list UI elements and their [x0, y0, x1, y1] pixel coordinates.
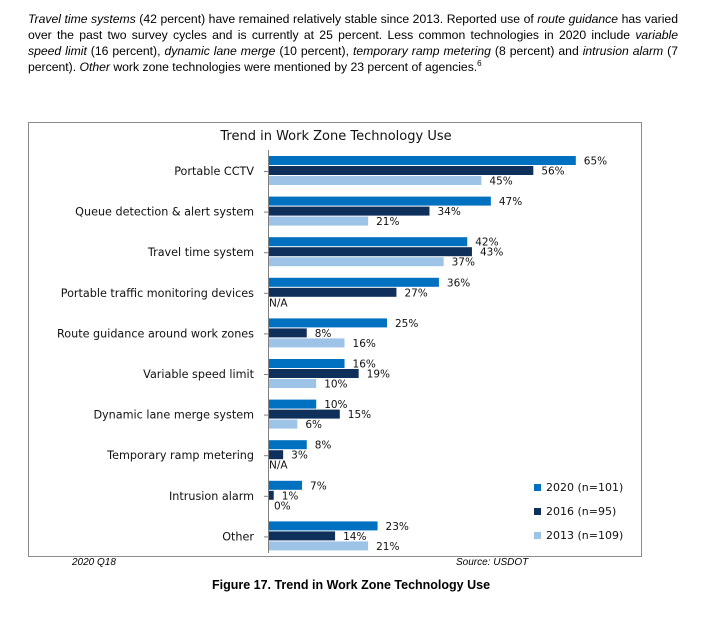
figure-caption: Figure 17. Trend in Work Zone Technology…	[211, 578, 491, 592]
data-label: 19%	[367, 369, 390, 381]
na-label: N/A	[269, 460, 288, 472]
data-label: 27%	[404, 287, 427, 299]
intro-em: Travel time systems	[28, 12, 136, 26]
bar	[269, 450, 284, 460]
bar	[269, 369, 359, 378]
intro-text: (7 percent).	[28, 44, 679, 74]
intro-em: variable speed limit	[28, 28, 678, 58]
bar	[269, 419, 298, 429]
bar	[269, 359, 345, 368]
data-label: 43%	[480, 247, 503, 259]
intro-em: dynamic lane merge	[164, 44, 276, 58]
category-label: Route guidance around work zones	[57, 327, 254, 340]
category-label: Portable traffic monitoring devices	[61, 287, 254, 300]
data-label: 0%	[274, 500, 291, 512]
chart-title: Trend in Work Zone Technology Use	[219, 129, 451, 144]
intro-text: (42 percent) have remained relatively st…	[135, 12, 538, 26]
bar	[269, 206, 430, 216]
bar	[269, 490, 274, 500]
data-label: 37%	[452, 257, 475, 269]
legend-label: 2016 (n=95)	[546, 505, 616, 518]
legend-swatch	[534, 508, 541, 515]
category-label: Variable speed limit	[143, 368, 254, 381]
bar	[269, 480, 303, 490]
bar	[269, 247, 472, 257]
data-label: 3%	[291, 450, 308, 462]
data-label: 10%	[324, 379, 347, 391]
bar	[269, 318, 387, 328]
intro-paragraph: Travel time systems (42 percent) have re…	[28, 11, 678, 75]
bar	[269, 440, 307, 450]
legend-swatch	[534, 532, 541, 539]
source-note: Source: USDOT	[456, 557, 529, 568]
bar	[269, 196, 491, 206]
bar	[269, 287, 397, 297]
na-label: N/A	[269, 297, 288, 309]
bar	[269, 166, 534, 175]
legend-swatch	[534, 484, 541, 491]
bar-chart: Trend in Work Zone Technology Use Portabl…	[57, 129, 623, 553]
bar	[269, 176, 482, 185]
intro-text: (10 percent),	[275, 44, 353, 58]
bar	[269, 409, 340, 419]
question-reference: 2020 Q18	[72, 557, 116, 568]
data-label: 6%	[305, 419, 322, 431]
data-label: 21%	[376, 216, 399, 228]
intro-em: Other	[79, 60, 110, 74]
intro-em: intrusion alarm	[582, 44, 664, 58]
category-label: Queue detection & alert system	[75, 206, 254, 219]
data-label: 47%	[499, 196, 522, 208]
data-label: 8%	[315, 440, 332, 452]
bar	[269, 257, 444, 267]
bar	[269, 521, 378, 531]
data-label: 23%	[386, 521, 409, 533]
intro-text: (8 percent) and	[490, 44, 583, 58]
category-label: Temporary ramp metering	[106, 449, 254, 462]
data-label: 1%	[282, 490, 299, 502]
legend-label: 2013 (n=109)	[546, 529, 623, 542]
data-label: 65%	[584, 156, 607, 168]
data-label: 45%	[489, 176, 512, 188]
data-label: 16%	[353, 338, 376, 350]
category-label: Portable CCTV	[174, 165, 254, 178]
category-label: Other	[222, 530, 254, 543]
intro-em: route guidance	[537, 12, 619, 26]
bar	[269, 216, 369, 226]
data-label: 21%	[376, 541, 399, 553]
data-label: 7%	[310, 480, 327, 492]
bar	[269, 531, 336, 541]
bar	[269, 156, 576, 165]
data-label: 36%	[447, 277, 470, 289]
data-label: 42%	[475, 237, 498, 249]
category-label: Travel time system	[147, 246, 254, 259]
intro-em: temporary ramp metering	[352, 44, 491, 58]
category-label: Intrusion alarm	[169, 490, 254, 503]
bar	[269, 237, 468, 247]
footnote-marker: 6	[477, 58, 482, 68]
data-label: 25%	[395, 318, 418, 330]
legend-label: 2020 (n=101)	[546, 481, 623, 494]
intro-text: has varied over the past two survey cycl…	[28, 12, 678, 42]
chart-frame: Trend in Work Zone Technology Use Portabl…	[28, 122, 642, 557]
bar	[269, 379, 317, 388]
data-label: 34%	[437, 206, 460, 218]
data-label: 10%	[324, 399, 347, 411]
data-label: 14%	[343, 531, 366, 543]
bar	[269, 541, 369, 551]
data-label: 56%	[541, 166, 564, 178]
intro-text: work zone technologies were mentioned by…	[109, 60, 478, 74]
data-label: 16%	[353, 359, 376, 371]
bar	[269, 399, 317, 409]
bar	[269, 328, 307, 338]
intro-text: (16 percent),	[86, 44, 165, 58]
data-label: 15%	[348, 409, 371, 421]
data-label: 8%	[315, 328, 332, 340]
bar	[269, 338, 345, 348]
bar	[269, 277, 439, 287]
category-label: Dynamic lane merge system	[93, 409, 254, 422]
